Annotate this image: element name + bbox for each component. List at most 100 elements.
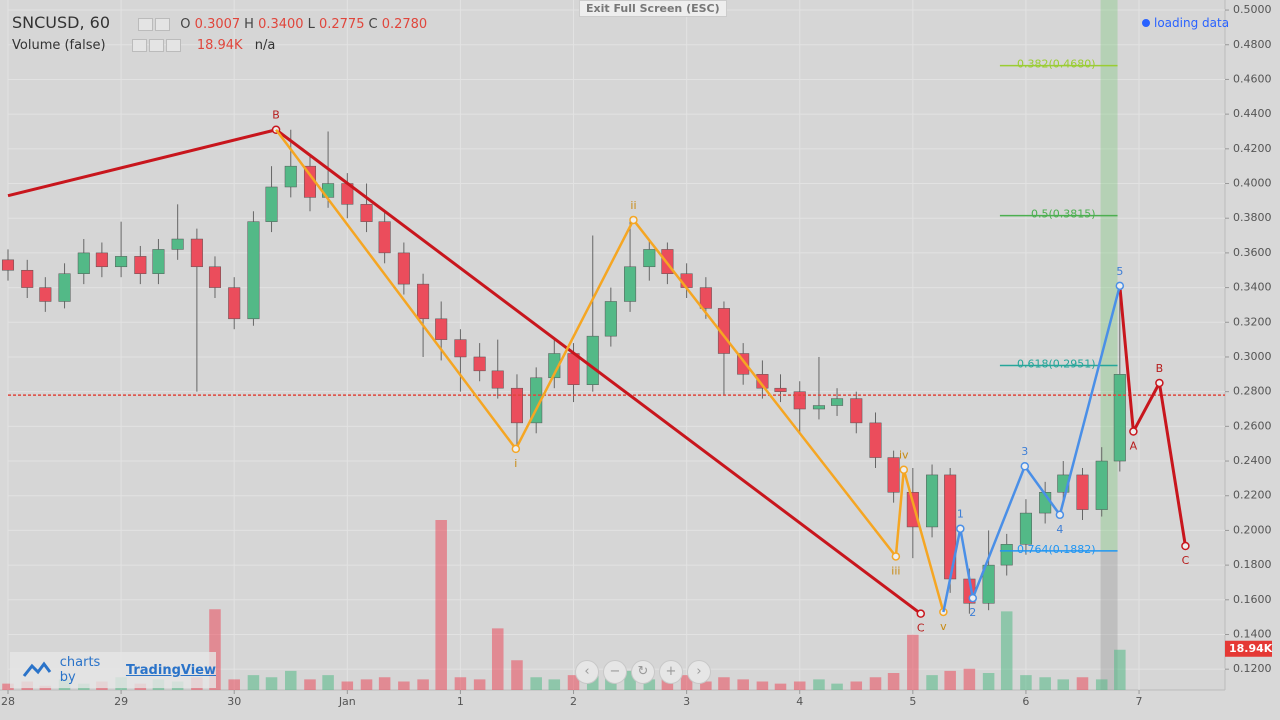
candle-body [228,287,241,320]
ohlc-value: 0.3400 [258,17,304,32]
volume-bar [926,675,938,690]
branding[interactable]: charts by TradingView [10,652,216,688]
volume-bar [907,634,919,690]
candle-body [77,252,90,274]
volume-bar [304,679,316,690]
y-tick-label: 0.2600 [1233,419,1272,432]
wave-point [891,552,901,561]
candle-body [812,405,825,410]
volume-bar [265,677,278,690]
volume-title: Volume (false) [12,38,106,53]
wave-point [511,444,521,454]
y-tick-label: 0.3000 [1233,350,1272,363]
volume-bar [774,683,787,690]
candle-body [58,273,71,302]
candle-body [586,335,599,385]
volume-bar [1095,679,1108,690]
volume-bar [1039,677,1051,690]
candle-body [21,269,34,288]
candle-body [134,256,147,274]
wave-label: ii [630,199,636,212]
wave-point [1155,378,1164,388]
ohlc-key: O [180,17,191,32]
y-tick-label: 0.2200 [1233,489,1272,502]
volume-bar [756,681,769,690]
fib-label: 0.618(0.2951) [1017,357,1096,370]
candle-body [95,252,108,268]
y-tick-label: 0.4200 [1233,142,1272,155]
highlight-band [1100,550,1118,690]
wave-label: v [940,620,947,633]
volume-bar [435,520,447,690]
wave-label: 3 [1021,445,1028,458]
y-tick-label: 0.4600 [1233,72,1272,85]
y-tick-label: 0.4000 [1233,177,1272,190]
y-tick-label: 0.4800 [1233,38,1272,51]
wave-line [1118,285,1187,547]
y-tick-label: 0.4400 [1233,107,1272,120]
x-tick-label: 6 [1022,695,1029,708]
x-tick-label: Jan [338,695,356,708]
nav-button[interactable]: ↻ [631,660,655,684]
wave-label: iv [899,449,909,462]
candle-body [284,165,297,188]
volume-bar [982,673,995,690]
brand-name[interactable]: TradingView [125,662,216,678]
y-tick-label: 0.2800 [1233,385,1272,398]
candle-body [1095,460,1108,510]
wave-label: 5 [1116,265,1123,278]
wave-point [1020,461,1030,471]
exit-button[interactable]: Exit Full Screen (ESC) [579,0,727,17]
symbol: SNCUSD, 60 [12,13,111,32]
plot-area [8,0,1225,690]
candle-body [435,318,448,340]
icon[interactable] [155,18,171,31]
y-tick-label: 0.3200 [1233,315,1272,328]
volume-bar [511,660,523,690]
wave-label: 2 [969,606,976,619]
candle-body [982,564,995,604]
wave-point [1115,281,1125,291]
wave-point [916,609,925,618]
candle-body [1076,474,1089,510]
nav-button[interactable]: › [687,660,711,684]
nav-button[interactable]: ‹ [575,660,599,684]
candle-body [831,398,844,406]
candle-body [869,422,882,458]
volume-bar [831,683,843,690]
volume-bar [850,681,863,690]
volume-bar [680,675,693,690]
volume-value: 18.94K [196,38,243,53]
wave-label: B [1156,362,1164,375]
logo [22,661,52,677]
volume-bar [1000,611,1013,690]
candle-body [774,387,787,392]
icon[interactable] [131,39,147,52]
volume-tag [1225,640,1272,657]
nav-button[interactable]: − [603,660,627,684]
y-tick-label: 0.2400 [1233,454,1272,467]
icon[interactable] [165,39,181,52]
x-tick-label: 4 [796,695,803,708]
candle-body [397,252,410,285]
nav-button[interactable]: + [659,660,683,684]
candle-body [1113,374,1126,462]
candle-body [152,249,165,274]
candle-body [360,204,373,222]
icon[interactable] [138,18,154,31]
wave-label: iii [891,564,900,577]
y-tick-label: 0.2000 [1233,523,1272,536]
nav: ‹ − ↻ + › [575,660,711,684]
wave-label: B [272,109,280,122]
candle-body [190,238,203,268]
volume-bar [454,677,467,690]
icon[interactable] [148,39,164,52]
wave-point [629,215,638,225]
volume-bar [567,675,580,690]
x-tick-label: 5 [909,695,916,708]
ohlc-key: C [368,17,378,32]
candle-body [699,287,712,309]
volume-bar [378,677,391,690]
volume-na: n/a [254,38,276,53]
x-tick-label: 3 [683,695,690,708]
